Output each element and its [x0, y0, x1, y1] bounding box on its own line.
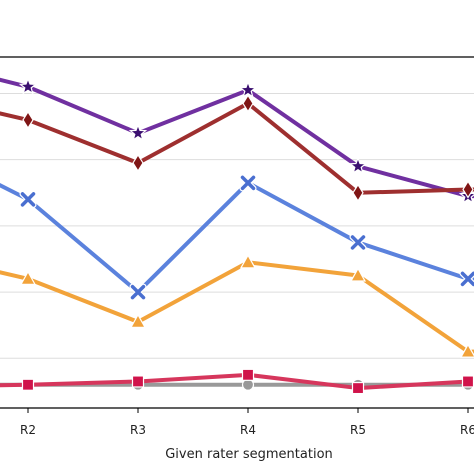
- data-point: [351, 381, 365, 395]
- x-tick-label: R2: [20, 423, 36, 437]
- x-ticks: R2 R3 R4 R5 R6: [20, 408, 474, 437]
- x-tick-label: R6: [460, 423, 474, 437]
- data-point: [129, 313, 147, 328]
- x-tick-label: R4: [240, 423, 256, 437]
- data-point: [459, 343, 474, 358]
- data-point: [131, 375, 145, 388]
- series-line: [0, 180, 474, 295]
- axes: [0, 56, 474, 409]
- series-square: [0, 368, 474, 395]
- series-star: [0, 77, 474, 204]
- data-point: [129, 283, 147, 301]
- data-point: [349, 233, 367, 251]
- x-tick-label: R5: [350, 423, 366, 437]
- data-point: [19, 190, 37, 208]
- data-point: [459, 270, 474, 288]
- series-diamond: [0, 94, 474, 202]
- data-point: [349, 267, 367, 282]
- x-axis-label: Given rater segmentation: [165, 447, 333, 462]
- data-point: [239, 174, 257, 192]
- data-point: [21, 378, 35, 391]
- gridlines: [0, 92, 474, 359]
- data-point: [22, 110, 34, 130]
- data-point: [132, 153, 144, 173]
- data-point: [128, 123, 148, 142]
- series-triangle: [0, 254, 474, 358]
- data-point: [19, 270, 37, 285]
- data-point: [238, 80, 258, 98]
- data-point: [461, 375, 474, 388]
- data-point: [239, 254, 257, 269]
- data-point: [352, 183, 364, 202]
- data-point: [348, 156, 368, 175]
- data-point: [462, 180, 474, 199]
- series-line: [0, 260, 474, 354]
- data-point: [18, 77, 38, 95]
- x-tick-label: R3: [130, 423, 146, 437]
- series-x: [0, 174, 474, 301]
- series-layer: [0, 77, 474, 395]
- data-point: [241, 368, 255, 381]
- data-point: [242, 94, 254, 113]
